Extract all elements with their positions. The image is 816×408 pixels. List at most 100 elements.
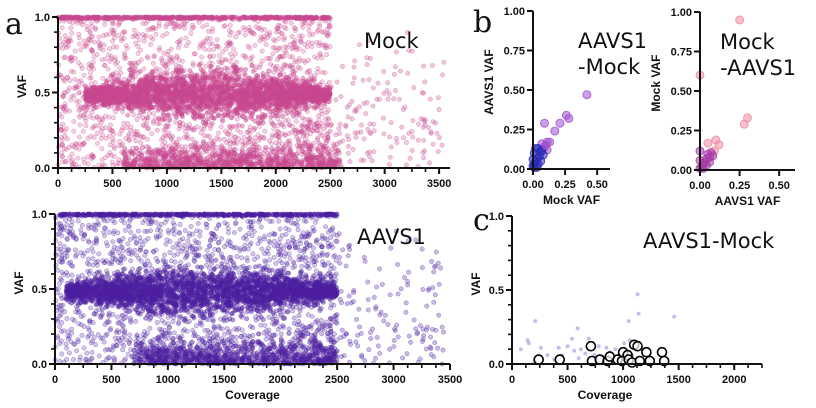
data-point [259, 48, 265, 54]
data-point [89, 93, 95, 98]
data-point [209, 107, 214, 113]
data-point [200, 113, 206, 119]
data-point [153, 31, 159, 37]
data-point [110, 115, 116, 121]
data-point [197, 162, 203, 167]
data-point [228, 51, 234, 57]
data-point [149, 69, 155, 74]
data-point [152, 53, 158, 59]
data-point [202, 146, 208, 152]
data-point [88, 75, 94, 81]
data-point [100, 125, 105, 131]
data-point [206, 47, 212, 53]
data-point [176, 136, 182, 142]
data-point [238, 106, 244, 112]
data-point [316, 98, 322, 104]
data-point [241, 71, 247, 76]
data-point [159, 55, 165, 61]
data-point [108, 122, 113, 128]
data-point [159, 88, 165, 93]
data-point [173, 119, 179, 125]
data-point [115, 22, 121, 28]
data-point [101, 33, 107, 39]
data-point [210, 141, 216, 147]
data-point [284, 45, 290, 51]
data-point [102, 63, 108, 69]
data-point [271, 126, 277, 132]
data-point [144, 149, 150, 155]
data-point [110, 162, 116, 168]
data-point [288, 20, 294, 26]
data-point [134, 95, 140, 101]
data-point [289, 46, 295, 52]
data-point [76, 41, 82, 47]
data-point [158, 72, 164, 77]
data-point [120, 109, 125, 115]
data-point [218, 67, 224, 73]
data-point [190, 22, 196, 28]
data-point [81, 43, 87, 49]
data-point [94, 131, 100, 136]
data-point [265, 157, 270, 163]
data-point [215, 105, 221, 111]
data-point [100, 75, 106, 81]
data-point [88, 15, 94, 21]
data-point [110, 136, 116, 142]
data-point [241, 134, 247, 140]
data-point [131, 161, 137, 167]
data-point [214, 135, 220, 141]
data-point [175, 78, 180, 84]
data-point [222, 102, 228, 108]
data-point [153, 147, 159, 153]
data-point [241, 14, 246, 20]
data-point [305, 40, 311, 46]
data-point [93, 25, 98, 31]
data-point [229, 75, 235, 81]
data-point [131, 27, 137, 33]
data-point [108, 91, 114, 97]
data-point [95, 86, 101, 92]
data-point [124, 125, 130, 131]
data-point [185, 73, 190, 79]
data-point [197, 144, 203, 150]
data-point [246, 154, 252, 159]
data-point [220, 114, 226, 120]
data-point [254, 153, 259, 159]
data-point [223, 89, 228, 95]
data-point [229, 65, 235, 71]
data-point [105, 66, 111, 72]
data-point [227, 108, 233, 114]
data-point [199, 54, 205, 60]
data-point [140, 86, 146, 91]
data-point [292, 26, 298, 31]
data-point [255, 132, 261, 138]
data-point [138, 57, 144, 63]
data-point [105, 87, 111, 93]
data-point [163, 72, 169, 78]
data-point [83, 123, 89, 129]
data-point [125, 112, 131, 118]
data-point [250, 111, 255, 117]
data-point [179, 86, 185, 92]
data-point [78, 47, 84, 53]
data-point [132, 74, 138, 80]
data-point [222, 73, 228, 78]
data-point [209, 16, 215, 22]
data-point [282, 118, 288, 123]
data-point [138, 47, 144, 53]
data-point [63, 158, 69, 164]
data-point [100, 82, 106, 88]
data-point [226, 151, 232, 157]
data-point [77, 122, 83, 128]
data-point [88, 81, 94, 87]
data-point [59, 25, 65, 31]
data-point [115, 160, 121, 166]
data-point [323, 116, 329, 122]
data-point [131, 112, 137, 118]
data-point [247, 45, 253, 51]
data-point [164, 21, 170, 27]
data-point [195, 14, 201, 20]
data-point [122, 154, 128, 160]
data-point [327, 149, 333, 155]
data-point [234, 116, 240, 122]
